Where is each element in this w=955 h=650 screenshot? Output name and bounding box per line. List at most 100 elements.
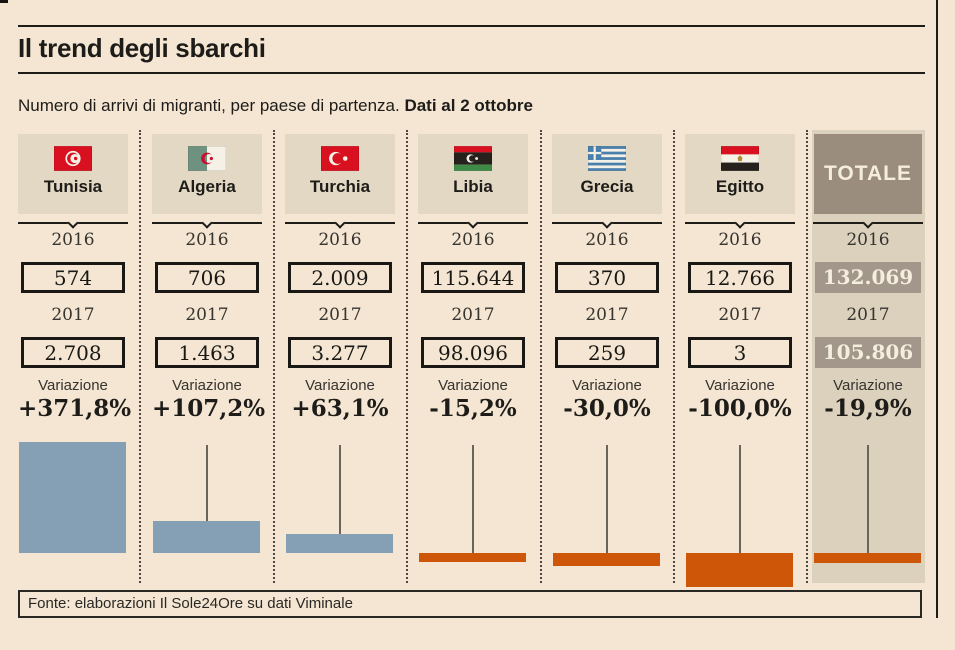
year-2017-label: 2017 <box>585 305 629 325</box>
variation-value: -15,2% <box>429 395 517 422</box>
country-header: Grecia <box>552 134 662 214</box>
title-top-rule <box>18 25 925 27</box>
chart-stem <box>206 445 208 553</box>
variation-bar <box>553 553 660 566</box>
column-turchia: Turchia 2016 2.009 2017 3.277 Variazione… <box>285 134 395 594</box>
country-header: Libia <box>418 134 528 214</box>
year-2016-label: 2016 <box>318 230 362 250</box>
header-divider <box>685 217 795 229</box>
column-libia: Libia 2016 115.644 2017 98.096 Variazion… <box>418 134 528 594</box>
year-2016-label: 2016 <box>846 230 890 250</box>
divider-notch-icon <box>201 217 213 229</box>
variation-label: Variazione <box>172 377 242 394</box>
header-divider <box>152 217 262 229</box>
variation-label: Variazione <box>572 377 642 394</box>
chart-stem <box>867 445 869 553</box>
header-divider <box>813 217 923 229</box>
value-2017: 259 <box>555 337 659 368</box>
variation-bar-chart <box>18 441 128 553</box>
value-2017: 3 <box>688 337 792 368</box>
variation-bar <box>419 553 526 562</box>
country-name: Algeria <box>178 177 236 196</box>
divider-notch-icon <box>734 217 746 229</box>
grecia-flag-icon <box>588 146 626 171</box>
year-2016-label: 2016 <box>185 230 229 250</box>
variation-bar-chart <box>552 445 662 566</box>
variation-value: +63,1% <box>291 395 389 422</box>
country-name: Egitto <box>715 177 765 196</box>
country-header: Algeria <box>152 134 262 214</box>
variation-label: Variazione <box>305 377 375 394</box>
value-2017: 105.806 <box>815 337 921 368</box>
column-grecia: Grecia 2016 370 2017 259 Variazione -30,… <box>552 134 662 594</box>
column-separator <box>539 130 542 583</box>
value-2016: 574 <box>21 262 125 293</box>
value-2017: 1.463 <box>155 337 259 368</box>
country-name: Grecia <box>580 177 634 196</box>
chart-stem <box>472 445 474 553</box>
totale-title: TOTALE <box>823 162 913 185</box>
country-header: Egitto <box>685 134 795 214</box>
divider-notch-icon <box>601 217 613 229</box>
country-header: Tunisia <box>18 134 128 214</box>
chart-stem <box>339 445 341 553</box>
value-2016: 370 <box>555 262 659 293</box>
column-egitto: Egitto 2016 12.766 2017 3 Variazione -10… <box>685 134 795 594</box>
value-2016: 12.766 <box>688 262 792 293</box>
header-divider <box>18 217 128 229</box>
year-2016-label: 2016 <box>451 230 495 250</box>
variation-bar-chart <box>813 445 923 563</box>
country-header: Turchia <box>285 134 395 214</box>
algeria-flag-icon <box>188 146 226 171</box>
divider-notch-icon <box>334 217 346 229</box>
header-divider <box>552 217 662 229</box>
variation-value: -100,0% <box>688 395 792 422</box>
year-2017-label: 2017 <box>51 305 95 325</box>
tunisia-flag-icon <box>54 146 92 171</box>
variation-value: +371,8% <box>18 395 132 422</box>
chart-stem <box>739 445 741 553</box>
header-divider <box>418 217 528 229</box>
variation-label: Variazione <box>833 377 903 394</box>
turchia-flag-icon <box>321 146 359 171</box>
value-2016: 2.009 <box>288 262 392 293</box>
year-2016-label: 2016 <box>51 230 95 250</box>
year-2017-label: 2017 <box>185 305 229 325</box>
page-title: Il trend degli sbarchi <box>18 33 266 63</box>
column-separator <box>806 130 808 583</box>
source-box: Fonte: elaborazioni Il Sole24Ore su dati… <box>18 590 922 618</box>
variation-bar-chart <box>685 445 795 587</box>
value-2016: 706 <box>155 262 259 293</box>
value-2017: 2.708 <box>21 337 125 368</box>
subtitle-normal: Numero di arrivi di migranti, per paese … <box>18 96 405 115</box>
year-2016-label: 2016 <box>585 230 629 250</box>
divider-notch-icon <box>67 217 79 229</box>
country-name: Tunisia <box>43 177 103 196</box>
variation-value: +107,2% <box>152 395 266 422</box>
value-2016: 115.644 <box>421 262 525 293</box>
egitto-flag-icon <box>721 146 759 171</box>
title-bottom-rule <box>18 72 925 74</box>
variation-label: Variazione <box>38 377 108 394</box>
column-algeria: Algeria 2016 706 2017 1.463 Variazione +… <box>152 134 266 594</box>
page-corner-mark <box>0 0 8 3</box>
column-tunisia: Tunisia 2016 574 2017 2.708 Variazione +… <box>18 134 132 594</box>
value-2016: 132.069 <box>815 262 921 293</box>
variation-label: Variazione <box>438 377 508 394</box>
variation-bar-chart <box>418 445 528 562</box>
variation-bar <box>686 553 793 587</box>
value-2017: 98.096 <box>421 337 525 368</box>
libia-flag-icon <box>454 146 492 171</box>
country-name: Turchia <box>309 177 371 196</box>
page-right-rule <box>936 0 938 618</box>
variation-bar <box>814 553 921 563</box>
country-name: Libia <box>453 177 493 196</box>
column-separator <box>139 130 141 583</box>
variation-value: -30,0% <box>563 395 651 422</box>
variation-label: Variazione <box>705 377 775 394</box>
year-2017-label: 2017 <box>451 305 495 325</box>
totale-header: TOTALE <box>814 134 922 214</box>
subtitle-bold: Dati al 2 ottobre <box>404 96 533 115</box>
year-2017-label: 2017 <box>846 305 890 325</box>
header-divider <box>285 217 395 229</box>
